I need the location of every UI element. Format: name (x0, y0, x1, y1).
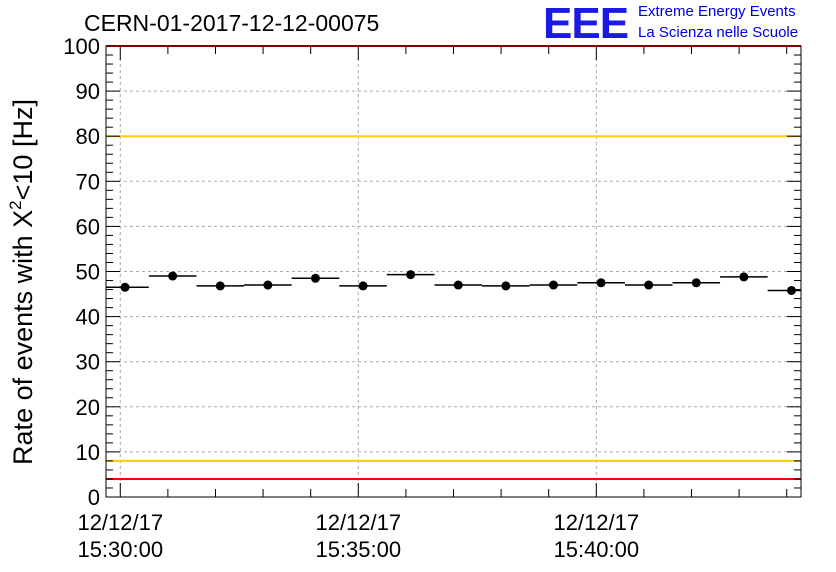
x-tick-labels: 12/12/1715:30:0012/12/1715:35:0012/12/17… (77, 510, 639, 562)
logo-line-1: Extreme Energy Events (638, 3, 796, 20)
data-point (501, 281, 511, 291)
data-point (548, 280, 558, 290)
x-tick-label-date: 12/12/17 (77, 510, 163, 535)
y-tick-label: 50 (76, 260, 100, 285)
y-tick-label: 80 (76, 124, 100, 149)
data-points (106, 270, 801, 295)
reference-lines (106, 45, 801, 480)
y-tick-label: 90 (76, 79, 100, 104)
y-tick-label: 0 (88, 485, 100, 510)
y-tick-label: 30 (76, 350, 100, 375)
x-tick-label-time: 15:35:00 (315, 537, 401, 562)
data-point (168, 271, 178, 281)
x-tick-label-time: 15:30:00 (77, 537, 163, 562)
y-tick-label: 20 (76, 395, 100, 420)
chart-title: CERN-01-2017-12-12-00075 (84, 10, 380, 36)
x-tick-label-time: 15:40:00 (553, 537, 639, 562)
data-point (739, 272, 749, 282)
data-point (310, 273, 320, 283)
x-tick-label-date: 12/12/17 (553, 510, 639, 535)
data-point (691, 278, 701, 288)
data-point (215, 281, 225, 291)
y-tick-label: 70 (76, 169, 100, 194)
data-point (596, 278, 606, 288)
y-tick-label: 60 (76, 214, 100, 239)
y-tick-label: 10 (76, 440, 100, 465)
data-point (453, 280, 463, 290)
logo-line-2: La Scienza nelle Scuole (638, 24, 799, 41)
grid (106, 46, 801, 497)
data-point (358, 281, 368, 291)
eee-logo: EEE (543, 0, 629, 48)
y-tick-label: 100 (63, 34, 100, 59)
data-point (644, 280, 654, 290)
data-point (406, 270, 416, 280)
data-point (263, 280, 273, 290)
y-axis-label: Rate of events with X2<10 [Hz] (6, 99, 38, 465)
y-tick-label: 40 (76, 305, 100, 330)
x-tick-label-date: 12/12/17 (315, 510, 401, 535)
axes (105, 45, 802, 498)
y-tick-labels: 0 10 20 30 40 50 60 70 80 90 100 (63, 34, 100, 510)
data-point (786, 285, 796, 295)
data-point (120, 282, 130, 292)
